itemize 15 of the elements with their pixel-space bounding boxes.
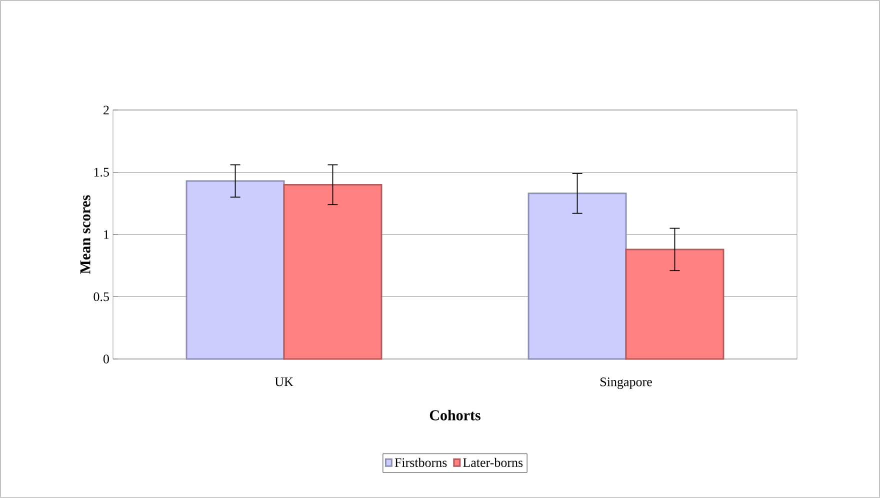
bar bbox=[186, 180, 285, 360]
y-axis-title: Mean scores bbox=[80, 195, 90, 274]
y-tick-label: 0.5 bbox=[94, 292, 109, 302]
bar bbox=[283, 184, 382, 360]
x-tick-label: Singapore bbox=[600, 378, 652, 389]
legend-label: Firstborns bbox=[394, 458, 447, 467]
legend-label: Later-borns bbox=[463, 458, 523, 467]
y-tick-label: 1.5 bbox=[94, 168, 109, 177]
y-tick-label: 1 bbox=[104, 230, 109, 239]
x-tick-label: UK bbox=[274, 378, 294, 386]
y-tick-label: 0 bbox=[103, 354, 109, 364]
bar bbox=[528, 192, 627, 360]
y-tick-label: 2 bbox=[104, 106, 109, 114]
x-axis-title: Cohorts bbox=[430, 410, 480, 420]
bar bbox=[625, 248, 724, 360]
